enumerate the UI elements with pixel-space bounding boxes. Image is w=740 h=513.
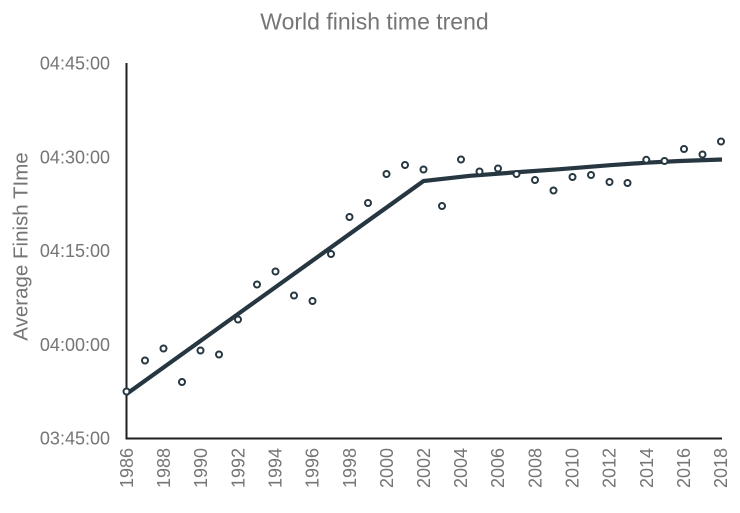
- svg-text:2014: 2014: [637, 448, 657, 488]
- svg-text:03:45:00: 03:45:00: [40, 429, 110, 449]
- svg-text:World finish time trend: World finish time trend: [260, 9, 488, 35]
- svg-text:2010: 2010: [563, 448, 583, 488]
- svg-text:04:30:00: 04:30:00: [40, 147, 110, 167]
- svg-text:1986: 1986: [117, 448, 137, 488]
- svg-text:04:45:00: 04:45:00: [40, 54, 110, 74]
- svg-text:04:00:00: 04:00:00: [40, 335, 110, 355]
- svg-text:1992: 1992: [228, 448, 248, 488]
- svg-text:2006: 2006: [488, 448, 508, 488]
- svg-text:2018: 2018: [711, 448, 731, 488]
- svg-text:Average Finish TIme: Average Finish TIme: [10, 152, 33, 340]
- svg-text:2002: 2002: [414, 448, 434, 488]
- svg-text:1996: 1996: [303, 448, 323, 488]
- svg-text:1994: 1994: [266, 448, 286, 488]
- svg-text:2016: 2016: [674, 448, 694, 488]
- svg-text:1998: 1998: [340, 448, 360, 488]
- svg-text:1990: 1990: [191, 448, 211, 488]
- svg-text:04:15:00: 04:15:00: [40, 241, 110, 261]
- svg-text:1988: 1988: [154, 448, 174, 488]
- svg-text:2012: 2012: [600, 448, 620, 488]
- svg-text:2004: 2004: [451, 448, 471, 488]
- svg-text:2000: 2000: [377, 448, 397, 488]
- svg-text:2008: 2008: [525, 448, 545, 488]
